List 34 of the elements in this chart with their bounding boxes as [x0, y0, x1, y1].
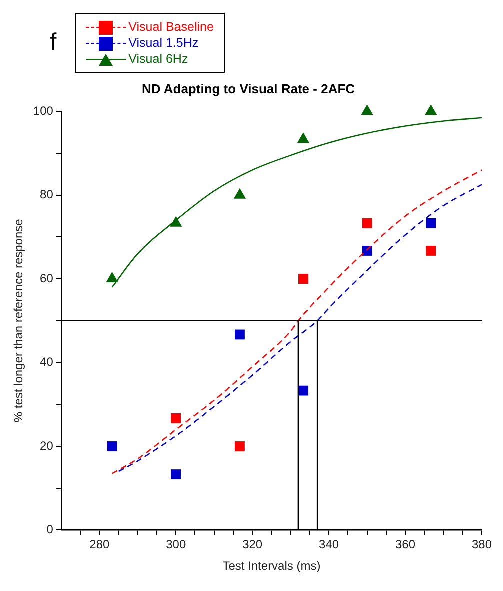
- legend-label: Visual 1.5Hz: [128, 36, 199, 50]
- legend-label: Visual 6Hz: [128, 52, 188, 66]
- y-tick-label: 100: [33, 104, 54, 118]
- point: [107, 442, 118, 452]
- x-tick-label: 380: [472, 538, 492, 552]
- point: [171, 413, 182, 424]
- point: [171, 470, 182, 480]
- y-tick-label: 60: [40, 271, 54, 286]
- y-tick-label: 80: [40, 188, 54, 202]
- chart-title: ND Adapting to Visual Rate - 2AFC: [142, 81, 356, 96]
- point: [297, 132, 310, 144]
- legend-label: Visual Baseline: [128, 20, 214, 34]
- x-tick-label: 320: [242, 538, 263, 552]
- x-tick-label: 340: [319, 538, 340, 552]
- point: [298, 274, 308, 284]
- y-axis-title: % test longer than reference response: [12, 218, 26, 423]
- x-axis-title: Test Intervals (ms): [222, 559, 321, 574]
- point: [362, 218, 372, 228]
- text: f: [50, 29, 57, 57]
- y-tick-label: 20: [40, 438, 54, 453]
- point: [235, 442, 245, 452]
- point: [426, 218, 436, 228]
- point: [234, 188, 246, 199]
- point: [298, 386, 308, 396]
- x-tick-label: 360: [396, 538, 416, 552]
- point: [426, 246, 436, 256]
- point: [361, 104, 374, 116]
- x-tick-label: 280: [90, 538, 110, 552]
- point: [235, 330, 245, 340]
- y-tick-label: 0: [46, 522, 54, 537]
- x-tick-label: 300: [166, 538, 186, 552]
- point: [425, 104, 438, 116]
- y-tick-label: 40: [40, 355, 54, 370]
- point: [106, 272, 118, 283]
